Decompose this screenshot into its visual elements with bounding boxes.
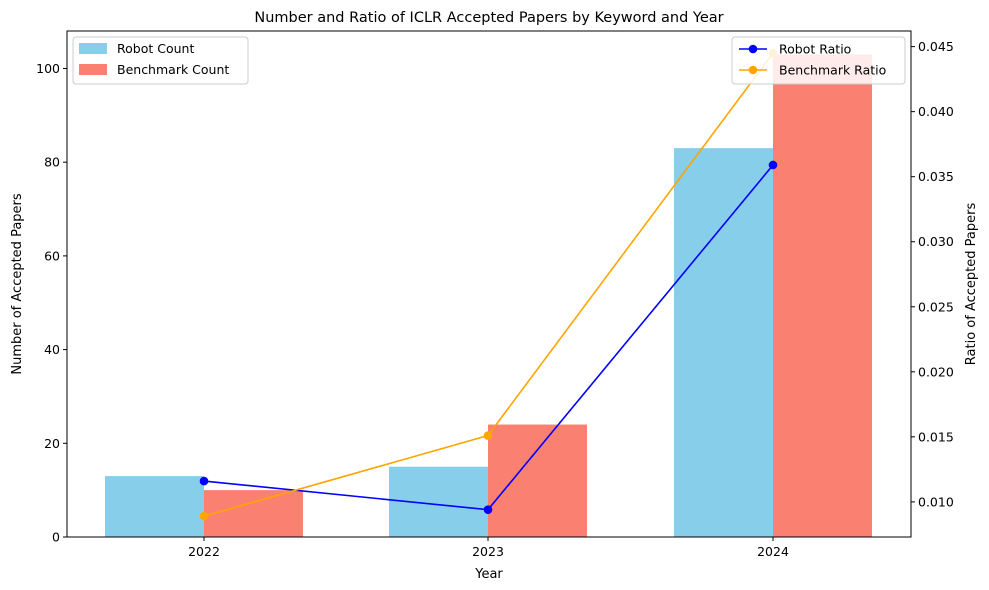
y-axis-left: 0 20 40 60 80 100 [36,61,67,545]
y2-axis-label: Ratio of Accepted Papers [964,203,979,366]
bar-benchmark-count-2022 [204,490,303,537]
legend-marker [748,65,758,75]
y2-tick-label: 0.010 [918,494,954,509]
point-robot-ratio-2022 [199,476,209,486]
legend-bars: Robot Count Benchmark Count [72,36,249,85]
chart-title: Number and Ratio of ICLR Accepted Papers… [254,10,723,26]
legend-bars-box [72,36,249,85]
legend-swatch [79,64,107,75]
y2-tick-label: 0.035 [918,169,954,184]
legend-lines-box [731,36,906,85]
y-tick-label: 40 [44,342,60,357]
y-tick-label: 20 [44,436,60,451]
y2-tick-label: 0.045 [918,39,954,54]
x-axis-label: Year [474,567,503,582]
point-benchmark-ratio-2022 [199,511,209,521]
y2-tick-label: 0.020 [918,364,954,379]
plot-frame [66,30,912,538]
y-tick-label: 80 [44,155,60,170]
y-tick-label: 60 [44,248,60,263]
bar-benchmark-count-2024 [773,54,872,537]
y2-tick-label: 0.030 [918,234,954,249]
legend-label: Benchmark Ratio [779,63,886,78]
legend-label: Robot Ratio [779,42,851,57]
legend-lines: Robot Ratio Benchmark Ratio [731,36,906,85]
y-axis-right: 0.010 0.015 0.020 0.025 0.030 0.035 0.040 0.045 [911,39,954,509]
y-tick-label: 0 [52,530,60,545]
point-benchmark-ratio-2023 [483,431,493,440]
point-robot-ratio-2024 [768,160,778,170]
x-tick-label: 2023 [472,544,504,559]
legend-swatch [79,43,107,54]
y2-tick-label: 0.040 [918,104,954,119]
legend-label: Robot Count [117,41,194,56]
bars-layer [105,54,872,537]
bar-robot-count-2022 [105,476,204,537]
y2-tick-label: 0.025 [918,299,954,314]
y-axis-label: Number of Accepted Papers [10,193,25,375]
legend-marker [748,44,758,54]
point-robot-ratio-2023 [483,505,493,514]
bar-benchmark-count-2023 [488,424,587,537]
legend-label: Benchmark Count [117,62,229,77]
x-tick-label: 2022 [188,544,220,559]
x-tick-label: 2024 [757,544,789,559]
x-axis: 2022 2023 2024 [188,537,789,559]
y-tick-label: 100 [36,61,60,76]
bar-robot-count-2024 [674,148,773,537]
y2-tick-label: 0.015 [918,429,954,444]
